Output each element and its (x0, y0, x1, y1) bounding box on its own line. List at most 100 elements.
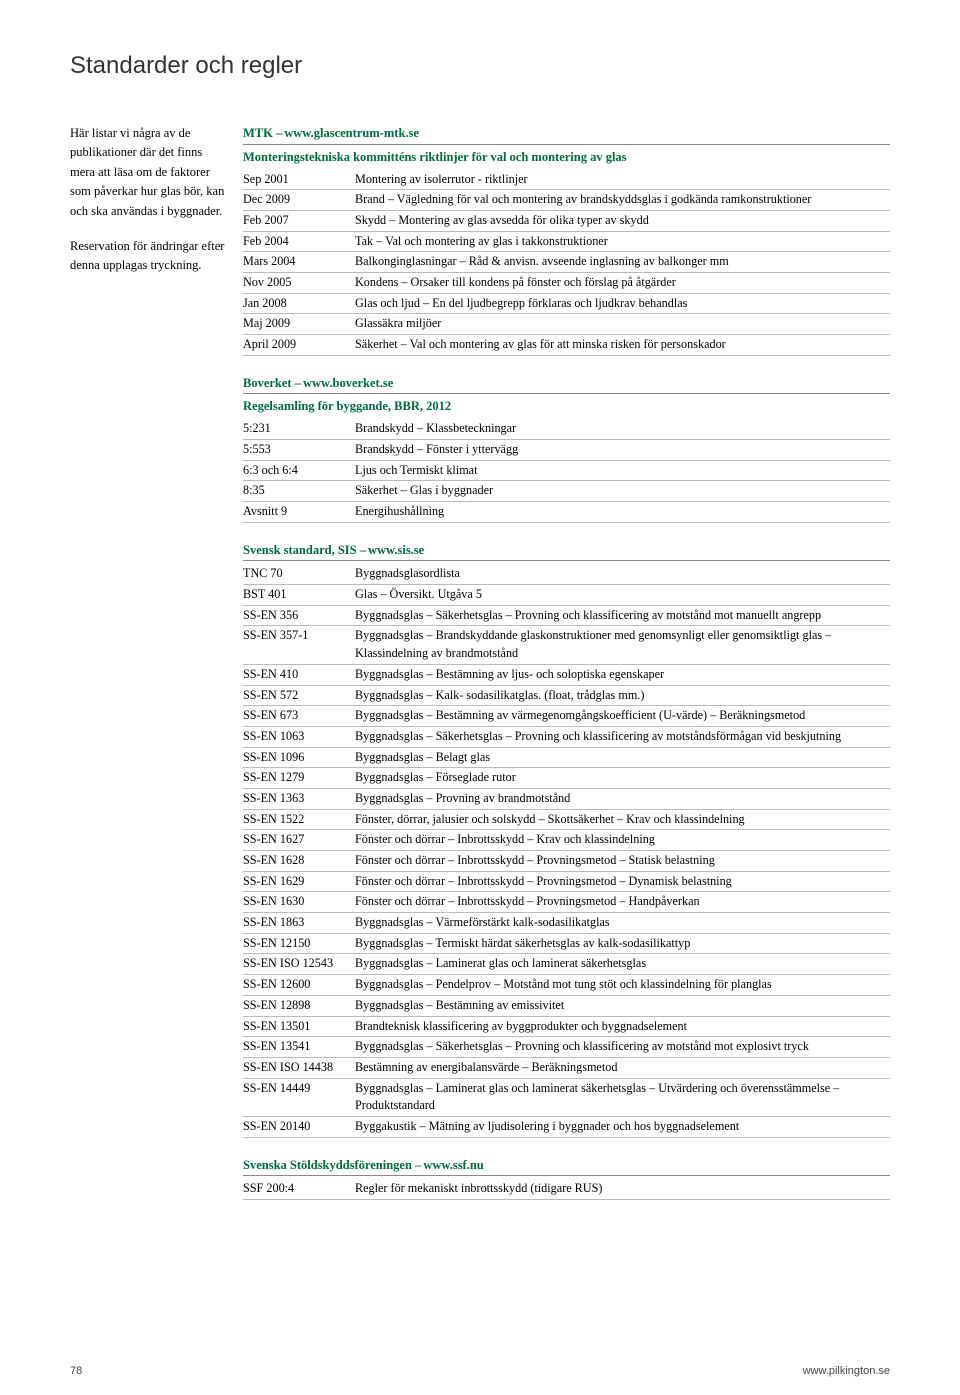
sidebar-p2: Reservation för ändringar efter denna up… (70, 237, 225, 276)
row-value: Tak – Val och montering av glas i takkon… (355, 231, 890, 252)
content: Här listar vi några av de publikationer … (70, 124, 890, 1218)
row-value: Bestämning av energibalansvärde – Beräkn… (355, 1057, 890, 1078)
section: MTK –www.glascentrum-mtk.se Monteringstek… (243, 124, 890, 356)
table-row: SS-EN 1629Fönster och dörrar – Inbrottss… (243, 871, 890, 892)
row-value: Byggakustik – Mätning av ljudisolering i… (355, 1116, 890, 1137)
table-row: SS-EN 1630Fönster och dörrar – Inbrottss… (243, 892, 890, 913)
table-row: SS-EN 357-1Byggnadsglas – Brandskyddande… (243, 626, 890, 664)
section-header: Boverket –www.boverket.se (243, 374, 890, 395)
row-value: Byggnadsglas – Pendelprov – Motstånd mot… (355, 975, 890, 996)
table-row: SS-EN 1522Fönster, dörrar, jalusier och … (243, 809, 890, 830)
section-header: MTK –www.glascentrum-mtk.se (243, 124, 890, 145)
row-value: Brandskydd – Fönster i yttervägg (355, 439, 890, 460)
row-key: Mars 2004 (243, 252, 355, 273)
section-header-url: www.boverket.se (303, 376, 393, 390)
table-row: SS-EN 12898Byggnadsglas – Bestämning av … (243, 995, 890, 1016)
table-row: SS-EN 1863Byggnadsglas – Värmeförstärkt … (243, 913, 890, 934)
row-key: SS-EN 13541 (243, 1037, 355, 1058)
table-row: SS-EN 1063Byggnadsglas – Säkerhetsglas –… (243, 726, 890, 747)
section-header-label: Svensk standard, SIS – (243, 543, 366, 557)
sidebar-p1: Här listar vi några av de publikationer … (70, 124, 225, 221)
listing-table: Sep 2001Montering av isolerrutor - riktl… (243, 170, 890, 356)
main: MTK –www.glascentrum-mtk.se Monteringstek… (243, 124, 890, 1218)
row-value: Skydd – Montering av glas avsedda för ol… (355, 210, 890, 231)
table-row: SS-EN 14449Byggnadsglas – Laminerat glas… (243, 1078, 890, 1116)
table-row: SS-EN 1627Fönster och dörrar – Inbrottss… (243, 830, 890, 851)
row-value: Glassäkra miljöer (355, 314, 890, 335)
row-value: Brandskydd – Klassbeteckningar (355, 419, 890, 439)
table-row: Sep 2001Montering av isolerrutor - riktl… (243, 170, 890, 190)
row-key: SS-EN 13501 (243, 1016, 355, 1037)
section-header-label: MTK – (243, 126, 282, 140)
row-key: SS-EN 1628 (243, 851, 355, 872)
row-key: Maj 2009 (243, 314, 355, 335)
section-header-label: Boverket – (243, 376, 301, 390)
row-key: SS-EN 1063 (243, 726, 355, 747)
row-key: SS-EN 1863 (243, 913, 355, 934)
table-row: Feb 2007Skydd – Montering av glas avsedd… (243, 210, 890, 231)
row-key: Avsnitt 9 (243, 501, 355, 522)
row-value: Byggnadsglas – Termiskt härdat säkerhets… (355, 933, 890, 954)
row-value: Byggnadsglas – Kalk- sodasilikatglas. (f… (355, 685, 890, 706)
row-value: Fönster och dörrar – Inbrottsskydd – Pro… (355, 851, 890, 872)
row-value: Glas och ljud – En del ljudbegrepp förkl… (355, 293, 890, 314)
row-key: SS-EN 12898 (243, 995, 355, 1016)
row-value: Byggnadsglas – Laminerat glas och lamine… (355, 1078, 890, 1116)
row-key: TNC 70 (243, 564, 355, 584)
footer-site: www.pilkington.se (803, 1363, 890, 1380)
row-value: Ljus och Termiskt klimat (355, 460, 890, 481)
table-row: SS-EN 12150Byggnadsglas – Termiskt härda… (243, 933, 890, 954)
row-value: Byggnadsglas – Laminerat glas och lamine… (355, 954, 890, 975)
row-key: SS-EN 1096 (243, 747, 355, 768)
row-key: SS-EN 20140 (243, 1116, 355, 1137)
table-row: Nov 2005Kondens – Orsaker till kondens p… (243, 272, 890, 293)
table-row: Feb 2004Tak – Val och montering av glas … (243, 231, 890, 252)
row-key: Sep 2001 (243, 170, 355, 190)
row-key: 5:231 (243, 419, 355, 439)
table-row: SS-EN 1628Fönster och dörrar – Inbrottss… (243, 851, 890, 872)
table-row: SSF 200:4Regler för mekaniskt inbrottssk… (243, 1179, 890, 1199)
table-row: SS-EN 356Byggnadsglas – Säkerhetsglas – … (243, 605, 890, 626)
table-row: Dec 2009Brand – Vägledning för val och m… (243, 190, 890, 211)
section: Svenska Stöldskyddsföreningen –www.ssf.n… (243, 1156, 890, 1200)
row-key: Dec 2009 (243, 190, 355, 211)
row-value: Glas – Översikt. Utgåva 5 (355, 585, 890, 606)
row-key: SS-EN 14449 (243, 1078, 355, 1116)
row-value: Byggnadsglas – Brandskyddande glaskonstr… (355, 626, 890, 664)
footer-page: 78 (70, 1363, 82, 1380)
row-key: SS-EN 12150 (243, 933, 355, 954)
row-key: SS-EN 1363 (243, 788, 355, 809)
row-value: Byggnadsglas – Säkerhetsglas – Provning … (355, 726, 890, 747)
table-row: SS-EN 13541Byggnadsglas – Säkerhetsglas … (243, 1037, 890, 1058)
row-value: Byggnadsglas – Bestämning av värmegenomg… (355, 706, 890, 727)
listing-table: 5:231Brandskydd – Klassbeteckningar5:553… (243, 419, 890, 522)
listing-table: SSF 200:4Regler för mekaniskt inbrottssk… (243, 1179, 890, 1200)
table-row: Mars 2004Balkonginglasningar – Råd & anv… (243, 252, 890, 273)
row-value: Byggnadsglas – Bestämning av emissivitet (355, 995, 890, 1016)
row-value: Byggnadsglas – Säkerhetsglas – Provning … (355, 605, 890, 626)
row-value: Byggnadsglas – Värmeförstärkt kalk-sodas… (355, 913, 890, 934)
section-header-url: www.ssf.nu (423, 1158, 483, 1172)
row-key: SS-EN 1629 (243, 871, 355, 892)
table-row: SS-EN 1279Byggnadsglas – Förseglade ruto… (243, 768, 890, 789)
table-row: Jan 2008Glas och ljud – En del ljudbegre… (243, 293, 890, 314)
row-key: SS-EN 356 (243, 605, 355, 626)
table-row: TNC 70Byggnadsglasordlista (243, 564, 890, 584)
table-row: April 2009Säkerhet – Val och montering a… (243, 335, 890, 356)
table-row: 6:3 och 6:4Ljus och Termiskt klimat (243, 460, 890, 481)
row-key: Feb 2004 (243, 231, 355, 252)
row-value: Byggnadsglas – Bestämning av ljus- och s… (355, 664, 890, 685)
row-key: SS-EN 1627 (243, 830, 355, 851)
section-subtitle: Monteringstekniska kommitténs riktlinjer… (243, 148, 890, 167)
row-key: SS-EN 410 (243, 664, 355, 685)
sidebar: Här listar vi några av de publikationer … (70, 124, 225, 1218)
row-value: Brand – Vägledning för val och montering… (355, 190, 890, 211)
row-key: SS-EN ISO 14438 (243, 1057, 355, 1078)
row-key: SS-EN 357-1 (243, 626, 355, 664)
section-header: Svenska Stöldskyddsföreningen –www.ssf.n… (243, 1156, 890, 1177)
table-row: SS-EN ISO 12543Byggnadsglas – Laminerat … (243, 954, 890, 975)
row-value: Fönster, dörrar, jalusier och solskydd –… (355, 809, 890, 830)
table-row: SS-EN ISO 14438Bestämning av energibalan… (243, 1057, 890, 1078)
row-value: Montering av isolerrutor - riktlinjer (355, 170, 890, 190)
section-header: Svensk standard, SIS –www.sis.se (243, 541, 890, 562)
